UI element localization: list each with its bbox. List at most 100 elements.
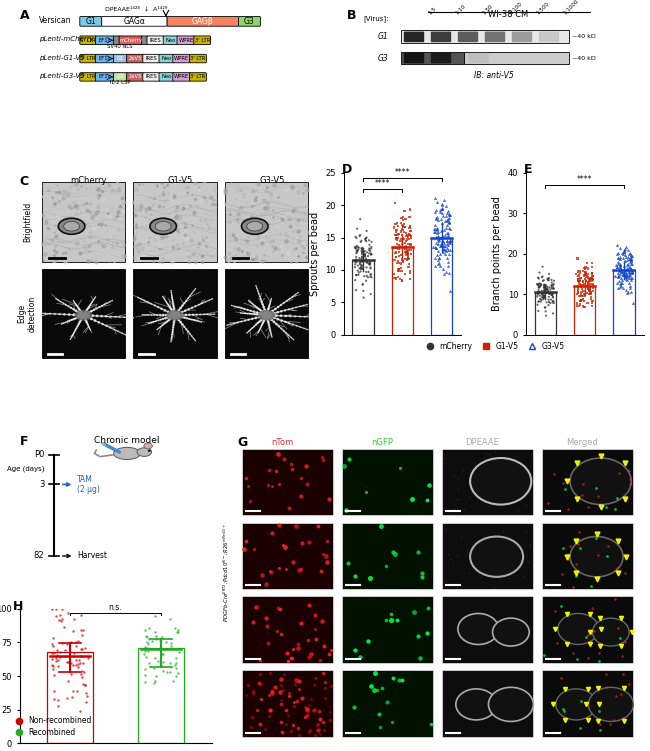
Point (404, 233, 414, 245)
Point (400, 243, 411, 255)
Point (538, 270, 548, 282)
Point (626, 249, 636, 261)
Point (436, 225, 447, 237)
Point (394, 263, 404, 275)
Point (402, 253, 412, 265)
Point (311, 671, 321, 683)
Text: GAGα: GAGα (124, 17, 146, 26)
Point (579, 301, 590, 313)
Point (548, 291, 558, 303)
Point (555, 672, 566, 684)
Point (80, 679, 90, 691)
FancyBboxPatch shape (113, 73, 128, 81)
Point (315, 728, 325, 740)
Point (403, 248, 413, 260)
Point (613, 252, 623, 264)
Point (279, 453, 289, 465)
Point (442, 219, 452, 231)
Point (281, 718, 291, 730)
Point (312, 719, 322, 731)
Point (276, 716, 287, 728)
Text: G3: G3 (244, 17, 255, 26)
Point (356, 260, 367, 272)
Text: Neo: Neo (161, 56, 172, 61)
Point (248, 616, 259, 628)
Point (82, 690, 92, 702)
Point (575, 294, 586, 306)
Point (445, 235, 455, 247)
FancyBboxPatch shape (101, 17, 167, 26)
Text: pLenti-G1-V5: pLenti-G1-V5 (39, 54, 84, 61)
Point (588, 270, 598, 282)
Point (377, 683, 387, 695)
Point (618, 252, 629, 264)
Point (434, 248, 445, 260)
Point (539, 280, 549, 292)
Point (356, 261, 367, 273)
Point (303, 634, 313, 646)
Point (47, 638, 57, 650)
FancyBboxPatch shape (147, 36, 164, 44)
Point (52, 694, 62, 706)
Point (618, 712, 628, 724)
Point (325, 714, 335, 726)
Point (276, 698, 287, 710)
Point (616, 276, 627, 288)
Point (357, 263, 367, 275)
Point (395, 273, 406, 285)
Text: G1: G1 (117, 56, 124, 61)
FancyBboxPatch shape (143, 54, 160, 63)
Point (450, 503, 460, 515)
Point (398, 224, 408, 236)
Point (626, 286, 636, 298)
Point (142, 644, 153, 656)
Point (70, 640, 81, 652)
Point (623, 273, 634, 285)
Point (534, 286, 544, 298)
Legend: Non-recombined, Recombined: Non-recombined, Recombined (8, 713, 95, 740)
Point (297, 537, 307, 549)
Point (578, 262, 589, 274)
Point (356, 256, 367, 268)
Point (259, 723, 270, 735)
Text: WI-38 CM: WI-38 CM (488, 11, 528, 20)
Text: 2xV5: 2xV5 (129, 56, 142, 61)
Point (358, 243, 369, 255)
Point (350, 256, 361, 268)
Point (391, 232, 401, 244)
Point (389, 268, 400, 280)
Point (573, 286, 583, 298)
Point (55, 651, 65, 663)
FancyBboxPatch shape (177, 36, 195, 44)
Point (532, 289, 543, 301)
Point (281, 563, 291, 575)
Point (351, 254, 361, 266)
Point (404, 220, 415, 232)
Point (356, 262, 366, 274)
Point (443, 231, 453, 243)
Point (304, 599, 314, 611)
Point (173, 626, 183, 638)
FancyBboxPatch shape (163, 36, 178, 44)
Point (621, 266, 631, 278)
Text: G1: G1 (85, 17, 96, 26)
Point (370, 668, 380, 680)
Point (562, 548, 573, 560)
Point (605, 718, 616, 730)
Point (615, 253, 625, 265)
Point (624, 266, 634, 278)
Point (532, 291, 543, 303)
Point (406, 230, 416, 242)
Point (587, 273, 597, 285)
Point (440, 243, 450, 255)
Point (262, 620, 272, 632)
Point (443, 222, 454, 234)
Point (547, 289, 557, 301)
Point (525, 538, 536, 550)
Point (66, 668, 76, 680)
Point (400, 246, 411, 258)
Point (573, 273, 584, 285)
Point (366, 269, 376, 281)
Point (281, 647, 292, 659)
Point (445, 210, 455, 222)
